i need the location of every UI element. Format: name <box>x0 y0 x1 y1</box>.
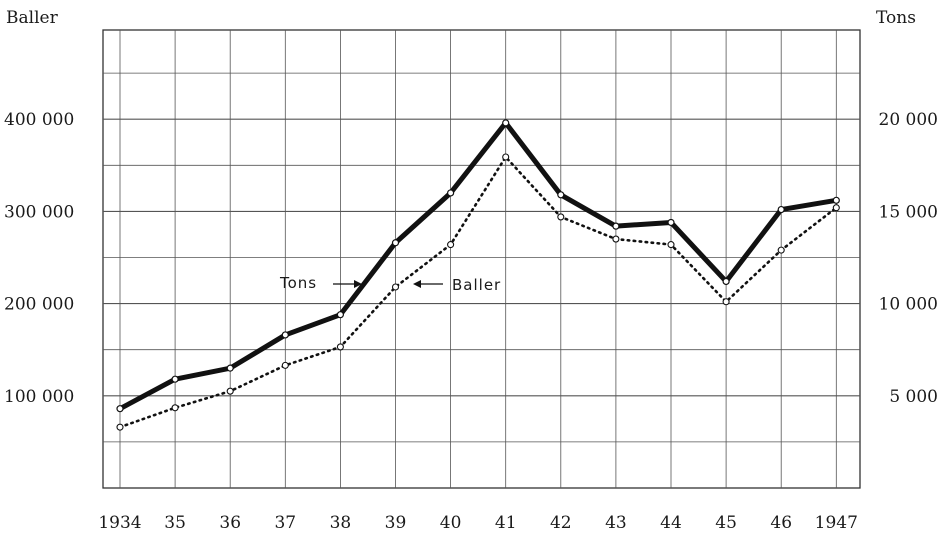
point-tons <box>832 196 840 204</box>
point-tons <box>612 222 620 230</box>
point-baller <box>116 423 124 431</box>
annotation-baller: Baller <box>452 276 501 294</box>
x-tick-label: 44 <box>660 513 682 533</box>
point-tons <box>667 218 675 227</box>
right-tick-label: 20 000 <box>879 110 938 130</box>
x-tick-label: 46 <box>770 513 792 533</box>
right-tick-label: 10 000 <box>879 295 938 315</box>
point-tons <box>116 405 124 413</box>
point-tons <box>447 189 455 197</box>
point-baller <box>171 404 179 412</box>
x-tick-label: 41 <box>495 513 517 533</box>
point-tons <box>502 119 510 127</box>
tick-labels: 1934 35 36 37 38 39 40 41 42 43 44 45 46 1947 100 000 2… <box>4 110 938 533</box>
x-tick-label: 43 <box>605 513 627 533</box>
point-tons <box>722 277 730 286</box>
point-tons <box>281 331 289 339</box>
plot-frame <box>102 29 861 489</box>
point-tons <box>557 191 565 199</box>
point-tons <box>336 311 344 319</box>
series-line-baller <box>118 154 838 429</box>
left-tick-label: 200 000 <box>4 295 74 315</box>
point-tons <box>391 239 400 247</box>
right-tick-label: 5 000 <box>889 387 938 407</box>
left-tick-label: 300 000 <box>4 202 74 222</box>
point-baller <box>777 246 785 254</box>
left-axis-title: Baller <box>6 8 58 28</box>
point-baller <box>557 213 565 221</box>
point-baller <box>336 343 344 351</box>
annotations: Tons Baller <box>279 274 501 294</box>
series-layer <box>116 119 840 431</box>
right-axis-title: Tons <box>876 8 916 28</box>
series-line-tons <box>117 120 839 412</box>
x-tick-label: 36 <box>219 513 241 533</box>
x-tick-label: 1947 <box>815 513 858 533</box>
point-baller <box>447 241 455 249</box>
point-tons <box>226 364 234 372</box>
point-baller <box>391 283 400 291</box>
left-tick-label: 100 000 <box>4 387 74 407</box>
x-tick-label: 38 <box>330 513 352 533</box>
grid <box>102 29 861 489</box>
annotation-tons: Tons <box>279 274 317 292</box>
x-tick-label: 42 <box>550 513 572 533</box>
point-baller <box>667 241 675 249</box>
x-tick-label: 45 <box>715 513 737 533</box>
point-tons <box>777 205 785 214</box>
left-tick-label: 400 000 <box>4 110 74 130</box>
point-baller <box>612 235 620 243</box>
x-tick-label: 37 <box>274 513 296 533</box>
point-baller <box>832 204 840 212</box>
x-tick-label: 35 <box>164 513 186 533</box>
point-baller <box>281 361 289 369</box>
right-tick-label: 15 000 <box>879 202 938 222</box>
point-baller <box>502 153 510 161</box>
point-tons <box>171 375 179 383</box>
x-tick-label: 39 <box>385 513 407 533</box>
point-baller <box>722 298 730 306</box>
x-tick-label: 40 <box>440 513 462 533</box>
x-tick-label: 1934 <box>98 513 141 533</box>
annotation-tons-arrowhead <box>354 280 362 288</box>
point-baller <box>226 387 234 395</box>
annotation-baller-arrowhead <box>413 280 421 288</box>
